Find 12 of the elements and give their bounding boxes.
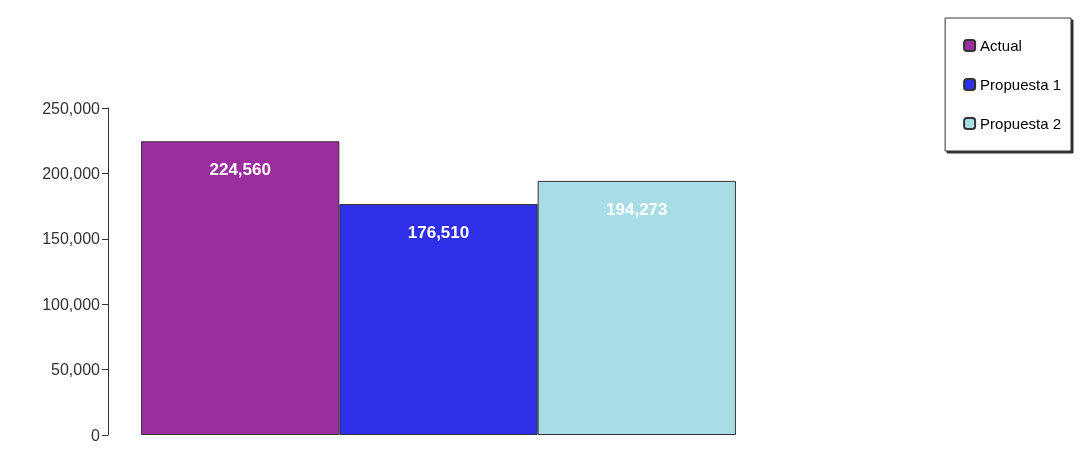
y-tick-label: 200,000 [42, 164, 101, 182]
legend-label: Propuesta 1 [980, 76, 1061, 93]
data-label: 194,273 [606, 199, 668, 219]
y-tick-label: 100,000 [42, 295, 101, 313]
data-label: 224,560 [209, 160, 271, 180]
y-tick-label: 250,000 [42, 99, 101, 117]
data-label: 176,510 [407, 223, 470, 243]
legend-label: Actual [980, 37, 1022, 54]
y-tick-label: 0 [91, 426, 101, 444]
y-tick-label: 150,000 [42, 230, 101, 248]
legend-label: Propuesta 2 [980, 115, 1061, 132]
y-tick-label: 50,000 [51, 361, 101, 379]
